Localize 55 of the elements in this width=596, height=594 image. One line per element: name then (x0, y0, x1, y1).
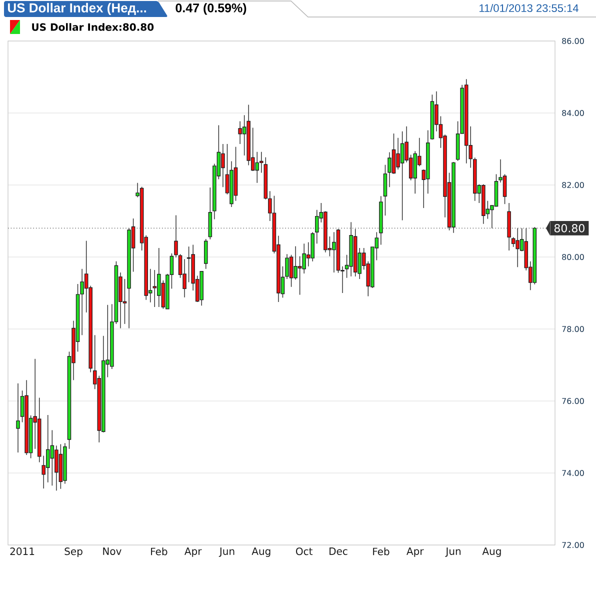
candlestick (50, 430, 54, 486)
candlestick (122, 278, 127, 324)
candlestick (298, 256, 302, 296)
candlestick (16, 383, 20, 453)
candlestick (388, 152, 392, 188)
candlestick (396, 137, 400, 170)
candlestick (255, 152, 260, 184)
candlestick (426, 130, 430, 194)
y-tick-label: 72.00 (562, 542, 584, 548)
candlestick (285, 254, 289, 280)
y-tick-label: 82.00 (562, 182, 584, 188)
candlestick (174, 214, 178, 258)
chart-title: US Dollar Index (Нед... (8, 2, 146, 16)
y-tick-label: 84.00 (562, 110, 584, 116)
ref-line-label: 80.80 (554, 224, 584, 232)
x-tick-label: Nov (103, 548, 122, 555)
candlestick (221, 144, 225, 188)
candlestick (400, 131, 404, 221)
y-tick-label: 78.00 (562, 326, 584, 332)
y-tick-label: 74.00 (562, 470, 584, 476)
x-tick-label: Sep (64, 548, 82, 558)
x-tick-label: Feb (151, 548, 168, 556)
candlestick (294, 246, 298, 280)
candlestick (157, 248, 161, 308)
candlestick (332, 232, 336, 273)
x-tick-label: Jun (218, 548, 234, 557)
x-tick-label: Dec (330, 548, 348, 555)
candlestick (452, 162, 456, 234)
y-tick-label: 86.00 (562, 38, 584, 44)
chart-subtitle: 0.47 (0.59%) (176, 3, 246, 15)
candlestick (379, 196, 383, 246)
x-tick-label: Aug (252, 548, 270, 557)
x-tick-label: 2011 (10, 548, 34, 556)
text: 11/01/2013 23:55:14 (480, 4, 578, 12)
x-tick-label: Jun (445, 548, 461, 557)
y-tick-label: 76.00 (562, 398, 584, 404)
x-tick-label: Apr (184, 548, 202, 557)
candlestick (315, 209, 319, 244)
candlestick (507, 202, 511, 251)
legend-label: US Dollar Index:80.80 (32, 23, 154, 31)
candlestick (182, 258, 186, 298)
candlestick (127, 228, 131, 329)
candlestick (238, 120, 242, 144)
candlestick (54, 445, 58, 491)
x-tick-label: Feb (373, 548, 390, 556)
candlestick (230, 160, 234, 208)
y-tick-label: 80.00 (562, 254, 584, 260)
candlestick (63, 442, 67, 484)
x-tick-label: Oct (296, 548, 313, 556)
candlestick (152, 270, 157, 308)
candlestick (349, 222, 353, 277)
candlestick (186, 246, 191, 283)
x-tick-label: Apr (406, 548, 424, 557)
x-tick-label: Aug (482, 548, 501, 557)
candlestick (24, 380, 28, 456)
